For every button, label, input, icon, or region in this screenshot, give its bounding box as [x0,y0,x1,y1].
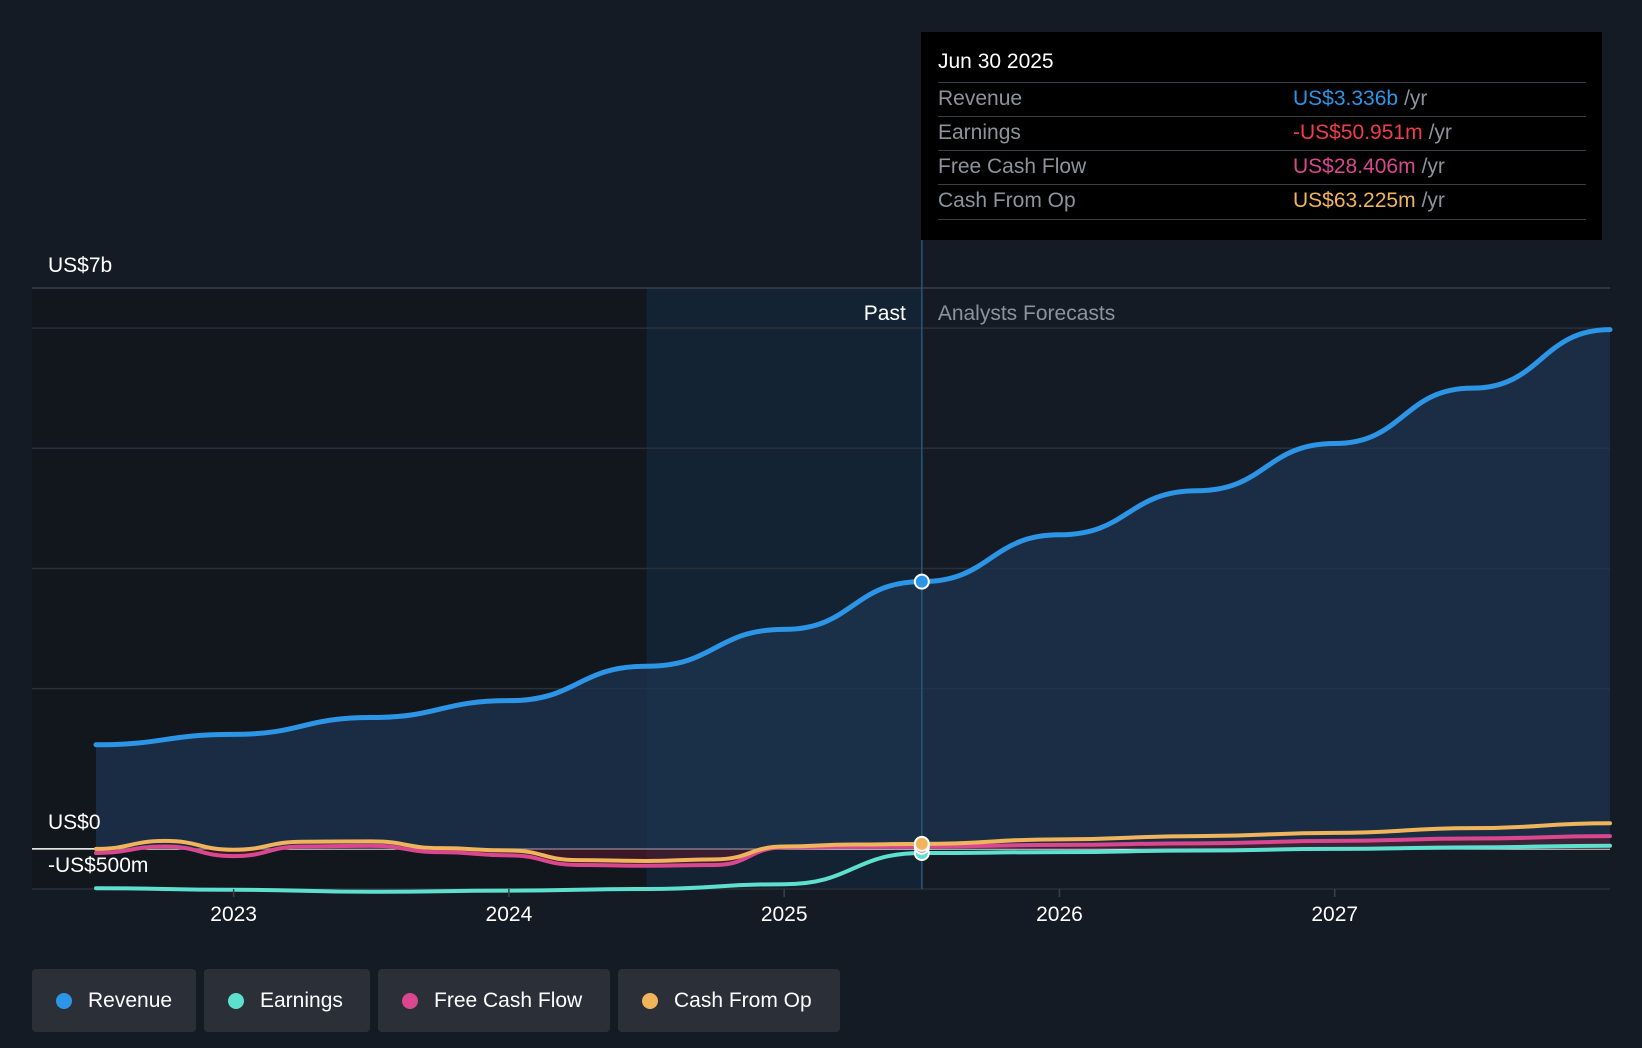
legend-dot-icon [56,992,72,1009]
tooltip-value-text: US$3.336b [1293,87,1399,110]
tooltip-date: Jun 30 2025 [938,50,1054,73]
y-label-top: US$7b [48,254,112,277]
legend-dot-icon [228,992,244,1009]
tooltip-unit: /yr [1421,155,1445,178]
revenue-marker [913,573,930,590]
legend-label: Free Cash Flow [434,988,583,1012]
legend-label: Revenue [88,988,173,1012]
tooltip-unit: /yr [1404,87,1428,110]
legend-item-revenue[interactable]: Revenue [32,969,196,1032]
tooltip-label: Earnings [938,121,1021,144]
x-tick-label: 2026 [1036,903,1083,926]
legend-dot-icon [402,992,418,1009]
y-label-zero: US$0 [48,811,101,834]
tooltip-row-cash-from-op: Cash From Op US$63.225m/yr [938,184,1586,220]
tooltip: Jun 30 2025 Revenue US$3.336b/yr Earning… [921,32,1602,240]
tooltip-unit: /yr [1421,189,1445,212]
tooltip-row-revenue: Revenue US$3.336b/yr [938,82,1586,117]
tooltip-row-earnings: Earnings -US$50.951m/yr [938,116,1586,151]
tooltip-value: US$63.225m/yr [1293,189,1445,213]
x-tick-label: 2023 [210,903,257,926]
tooltip-label: Revenue [938,87,1023,110]
past-label: Past [864,302,906,325]
tooltip-value: US$3.336b/yr [1293,87,1427,111]
legend-dot-icon [642,992,658,1009]
cash-from-op-line [94,821,1612,863]
forecast-label: Analysts Forecasts [938,302,1115,325]
free-cash-flow-line [94,834,1612,868]
x-tick-label: 2024 [486,903,533,926]
tooltip-value-text: US$28.406m [1293,155,1416,178]
tooltip-value: -US$50.951m/yr [1293,121,1452,145]
tooltip-label: Cash From Op [938,189,1076,212]
x-tick-label: 2025 [761,903,808,926]
tooltip-value-text: -US$50.951m [1293,121,1423,144]
earnings-line [94,843,1612,894]
legend-item-free-cash-flow[interactable]: Free Cash Flow [378,969,610,1032]
x-tick-label: 2027 [1311,903,1358,926]
tooltip-value-text: US$63.225m [1293,189,1416,212]
tooltip-row-free-cash-flow: Free Cash Flow US$28.406m/yr [938,150,1586,185]
revenue-area [96,329,1610,849]
y-label-bottom: -US$500m [48,854,148,877]
tooltip-label: Free Cash Flow [938,155,1087,178]
cash-from-op-marker [913,835,930,852]
revenue-line [93,327,1613,748]
tooltip-unit: /yr [1428,121,1452,144]
legend-label: Cash From Op [674,988,812,1012]
tooltip-value: US$28.406m/yr [1293,155,1445,179]
legend-item-earnings[interactable]: Earnings [204,969,370,1032]
legend-item-cash-from-op[interactable]: Cash From Op [618,969,840,1032]
legend-label: Earnings [260,988,343,1012]
